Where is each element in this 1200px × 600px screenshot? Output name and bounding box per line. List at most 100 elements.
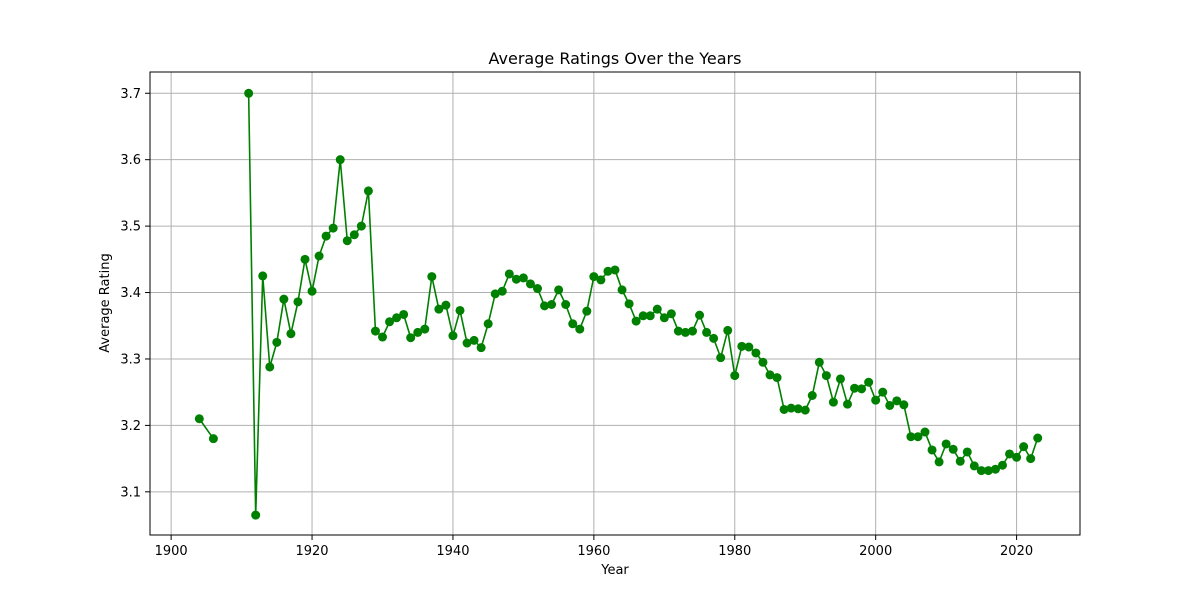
data-point (476, 343, 486, 353)
data-point (547, 300, 557, 309)
data-point (779, 404, 789, 414)
data-point (652, 304, 662, 314)
y-tick-label: 3.6 (120, 153, 141, 168)
data-point (871, 395, 881, 405)
data-point (927, 445, 937, 455)
y-tick-label: 3.1 (120, 485, 141, 500)
data-point (673, 326, 683, 336)
data-point (702, 327, 712, 337)
data-point (878, 387, 888, 397)
data-point (194, 414, 204, 424)
data-point (603, 266, 613, 276)
data-point (335, 155, 345, 165)
data-point (490, 289, 500, 299)
data-point (511, 274, 521, 284)
data-point (265, 362, 275, 372)
chart-title: Average Ratings Over the Years (489, 49, 742, 68)
data-point (307, 286, 317, 296)
y-tick-label: 3.7 (120, 87, 141, 102)
x-axis-title: Year (600, 563, 629, 578)
data-point (864, 377, 874, 387)
data-point (356, 221, 366, 231)
data-point (378, 332, 387, 342)
data-point (695, 310, 705, 320)
data-point (709, 333, 719, 343)
data-point (983, 466, 993, 476)
data-point (370, 326, 380, 336)
data-point (455, 305, 465, 315)
data-point (990, 464, 1000, 474)
data-point (596, 275, 606, 285)
data-point (624, 299, 634, 309)
data-point (462, 338, 472, 348)
data-point (349, 230, 359, 240)
data-point (807, 391, 817, 400)
data-point (617, 285, 627, 295)
data-point (540, 301, 550, 311)
data-point (321, 231, 331, 241)
data-point (850, 383, 860, 393)
data-point (969, 461, 979, 471)
data-point (934, 457, 944, 467)
data-point (1026, 454, 1036, 464)
data-point (314, 251, 324, 261)
data-point (885, 400, 895, 410)
x-tick-label: 1900 (155, 544, 188, 559)
data-point (688, 326, 697, 336)
data-point (723, 325, 733, 335)
data-point (772, 373, 782, 383)
x-tick-label: 1960 (577, 544, 610, 559)
data-point (941, 439, 951, 449)
data-point (293, 297, 303, 307)
data-point (582, 306, 592, 316)
y-axis-title: Average Rating (98, 253, 113, 352)
data-point (363, 186, 373, 196)
data-point (962, 447, 972, 457)
data-point (561, 300, 571, 309)
data-point (737, 341, 747, 351)
data-point (976, 466, 986, 476)
plot-frame (149, 71, 1081, 536)
data-point (300, 254, 310, 264)
data-point (504, 269, 514, 279)
data-point (765, 370, 775, 380)
data-point (786, 403, 796, 413)
x-tick-label: 1940 (436, 544, 469, 559)
data-point (1005, 449, 1015, 459)
data-point (342, 236, 352, 246)
data-point (208, 434, 218, 444)
data-point (441, 300, 451, 310)
data-point (751, 348, 761, 358)
data-point (680, 327, 690, 337)
data-point (589, 272, 599, 282)
data-point (758, 357, 768, 367)
data-point (857, 384, 867, 394)
data-point (518, 273, 528, 283)
y-tick-label: 3.5 (120, 220, 141, 235)
data-point (1012, 452, 1022, 462)
data-point (258, 271, 268, 281)
y-tick-label: 3.4 (120, 286, 141, 301)
data-point (1019, 442, 1029, 452)
data-point (998, 460, 1007, 470)
data-point (793, 404, 803, 414)
data-point (272, 337, 282, 347)
data-point (913, 432, 923, 442)
data-point (955, 456, 965, 466)
data-point (448, 331, 458, 341)
data-point (406, 333, 416, 343)
y-tick-label: 3.3 (120, 352, 141, 367)
y-tick-label: 3.2 (120, 419, 141, 434)
data-point (892, 396, 902, 406)
data-point (575, 324, 585, 334)
data-point (948, 444, 958, 454)
data-point (427, 272, 437, 282)
data-point (814, 357, 824, 367)
data-point (631, 316, 641, 326)
data-point (525, 279, 535, 289)
x-tick-label: 1920 (295, 544, 328, 559)
data-point (328, 223, 338, 233)
data-point (251, 510, 261, 520)
x-tick-label: 1980 (718, 544, 751, 559)
